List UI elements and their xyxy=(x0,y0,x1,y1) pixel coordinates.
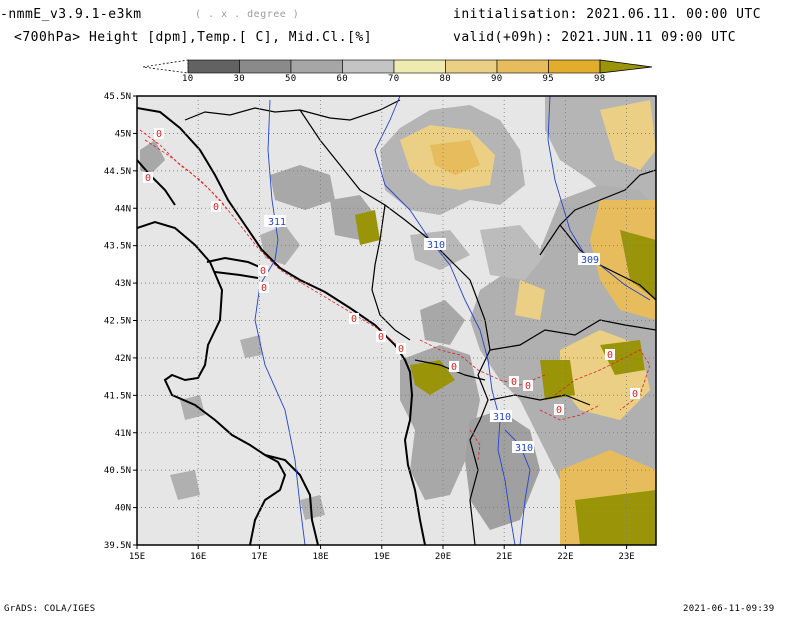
colorbar-label: 70 xyxy=(388,74,400,84)
temp-label: 0 xyxy=(378,332,384,343)
lat-tick-label: 43N xyxy=(115,279,131,289)
colorbar-high-arrow xyxy=(599,59,653,74)
temp-label-bg xyxy=(605,349,615,360)
colorbar-cell xyxy=(239,59,292,74)
temp-label: 0 xyxy=(145,173,151,184)
temp-label: 0 xyxy=(261,283,267,294)
colorbar-label: 90 xyxy=(491,74,503,84)
temp-label-bg xyxy=(143,172,153,183)
temp-label: 0 xyxy=(451,362,457,373)
init-time: initialisation: 2021.06.11. 00:00 UTC xyxy=(453,7,762,22)
lat-tick-label: 42N xyxy=(115,354,131,364)
colorbar-low-arrow xyxy=(142,59,189,74)
colorbar-label: 60 xyxy=(336,74,348,84)
height-label: 310 xyxy=(424,238,446,251)
lon-tick-label: 22E xyxy=(557,552,573,562)
colorbar-cell xyxy=(393,59,446,74)
height-label-text: 310 xyxy=(427,240,445,251)
lon-tick-label: 23E xyxy=(618,552,634,562)
lon-tick-label: 21E xyxy=(496,552,512,562)
temp-label-bg xyxy=(259,282,269,293)
temp-label-bg xyxy=(523,380,533,391)
gridlines xyxy=(137,96,656,545)
height-label: 310 xyxy=(490,410,512,423)
temp-label: 0 xyxy=(260,266,266,277)
height-label-text: 310 xyxy=(515,443,533,454)
temp-label: 0 xyxy=(525,381,531,392)
lon-tick-label: 16E xyxy=(190,552,206,562)
colorbar-cell xyxy=(342,59,395,74)
temp-label-bg xyxy=(211,201,221,212)
lat-tick-label: 42.5N xyxy=(104,317,131,327)
model-title: -nmmE_v3.9.1-e3km xyxy=(0,7,142,22)
lat-tick-label: 44N xyxy=(115,204,131,214)
temp-label: 0 xyxy=(632,389,638,400)
lat-tick-label: 40N xyxy=(115,504,131,514)
temp-label: 0 xyxy=(156,129,162,140)
temp-label-bg xyxy=(630,388,640,399)
colorbar-label: 50 xyxy=(285,74,297,84)
temp-label-bg xyxy=(258,265,268,276)
colorbar-label: 30 xyxy=(233,74,245,84)
lat-tick-label: 43.5N xyxy=(104,242,131,252)
height-label-text: 309 xyxy=(581,255,599,266)
colorbar-label: 95 xyxy=(542,74,554,84)
colorbar-label: 80 xyxy=(439,74,451,84)
temp-label-bg xyxy=(509,376,519,387)
lat-tick-label: 40.5N xyxy=(104,466,131,476)
lon-tick-label: 15E xyxy=(129,552,145,562)
height-label-text: 310 xyxy=(493,412,511,423)
contour-labels: 311 310 309 310 310 xyxy=(264,215,600,454)
lat-tick-label: 44.5N xyxy=(104,167,131,177)
temp-label-bg xyxy=(349,313,359,324)
country-borders xyxy=(184,99,656,545)
projection-label: ( . x . degree ) xyxy=(195,9,300,20)
height-label-text: 311 xyxy=(268,217,286,228)
coastlines xyxy=(137,107,426,545)
colorbar-cell xyxy=(290,59,343,74)
temp-label-bg xyxy=(449,361,459,372)
latitude-axis: 45.5N 45N 44.5N 44N 43.5N 43N 42.5N 42N 41.5N 41N… xyxy=(104,92,131,551)
lat-tick-label: 39.5N xyxy=(104,541,131,551)
height-label: 309 xyxy=(578,253,600,266)
colorbar-cell xyxy=(496,59,549,74)
field-description: <700hPa> Height [dpm],Temp.[ C], Mid.Cl.… xyxy=(14,30,373,45)
lon-tick-label: 18E xyxy=(312,552,328,562)
lat-tick-label: 45N xyxy=(115,129,131,139)
longitude-axis: 15E 16E 17E 18E 19E 20E 21E 22E 23E xyxy=(129,552,635,562)
temp-label-bg xyxy=(396,343,406,354)
colorbar-cell xyxy=(187,59,240,74)
temp-label: 0 xyxy=(213,202,219,213)
colorbar-cell xyxy=(548,59,601,74)
colorbar-label: 98 xyxy=(594,74,606,84)
lat-tick-label: 41.5N xyxy=(104,391,131,401)
valid-time: valid(+09h): 2021.JUN.11 09:00 UTC xyxy=(453,30,737,45)
height-label: 311 xyxy=(264,215,286,228)
temp-label: 0 xyxy=(607,350,613,361)
lon-tick-label: 17E xyxy=(251,552,267,562)
temp-label-bg xyxy=(376,331,386,342)
timestamp-label: 2021-06-11-09:39 xyxy=(683,604,775,614)
lon-tick-label: 19E xyxy=(374,552,390,562)
cloud-cover-field xyxy=(140,97,656,545)
height-label: 310 xyxy=(512,441,534,454)
colorbar xyxy=(142,59,653,74)
temp-label: 0 xyxy=(511,377,517,388)
temp-label: 0 xyxy=(351,314,357,325)
colorbar-label: 10 xyxy=(182,74,194,84)
axis-ticks xyxy=(133,95,628,549)
lat-tick-label: 41N xyxy=(115,429,131,439)
temp-label-bg xyxy=(154,128,164,139)
lat-tick-label: 45.5N xyxy=(104,92,131,102)
temp-label: 0 xyxy=(398,344,404,355)
colorbar-cell xyxy=(445,59,498,74)
lon-tick-label: 20E xyxy=(435,552,451,562)
temp-label-bg xyxy=(554,404,564,415)
temp-label: 0 xyxy=(556,405,562,416)
credit-label: GrADS: COLA/IGES xyxy=(4,604,96,614)
